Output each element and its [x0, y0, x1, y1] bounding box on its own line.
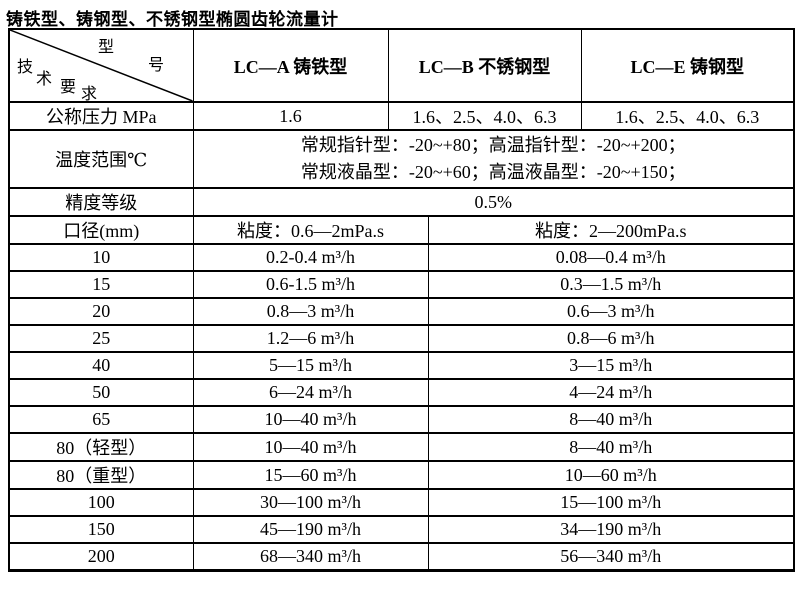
row-label-temperature: 温度范围℃ — [8, 129, 194, 189]
accuracy-row: 精度等级 0.5% — [8, 187, 795, 217]
flow-low: 15—60 m³/h — [192, 460, 429, 490]
flow-dn: 25 — [8, 324, 194, 353]
diameter-header-row: 口径(mm) 粘度：0.6—2mPa.s 粘度：2—200mPa.s — [8, 215, 795, 245]
diagonal-label-tech-char: 技 — [17, 59, 34, 76]
diagonal-label-tech-char: 术 — [36, 71, 53, 88]
flow-high: 4—24 m³/h — [427, 378, 795, 407]
flow-dn: 100 — [8, 488, 194, 517]
row-label-diameter: 口径(mm) — [8, 215, 194, 245]
flow-low: 10—40 m³/h — [192, 405, 429, 434]
flow-low: 68—340 m³/h — [192, 542, 429, 571]
column-header-lce: LC—E 铸钢型 — [580, 28, 795, 103]
flow-high: 0.08—0.4 m³/h — [427, 243, 795, 272]
flow-row: 80（重型） 15—60 m³/h 10—60 m³/h — [8, 460, 795, 490]
flow-row: 50 6—24 m³/h 4—24 m³/h — [8, 378, 795, 407]
flow-high: 8—40 m³/h — [427, 432, 795, 462]
flow-high: 34—190 m³/h — [427, 515, 795, 544]
flow-high: 0.3—1.5 m³/h — [427, 270, 795, 299]
flow-row: 150 45—190 m³/h 34—190 m³/h — [8, 515, 795, 544]
flow-dn: 80（轻型） — [8, 432, 194, 462]
flow-row: 10 0.2-0.4 m³/h 0.08—0.4 m³/h — [8, 243, 795, 272]
flow-dn: 15 — [8, 270, 194, 299]
diagonal-label-tech-char: 要 — [60, 79, 77, 96]
flow-row: 15 0.6-1.5 m³/h 0.3—1.5 m³/h — [8, 270, 795, 299]
temperature-row: 温度范围℃ 常规指针型：-20~+80；高温指针型：-20~+200； 常规液晶… — [8, 129, 795, 189]
spec-table: 型 号 技 术 要 求 LC—A 铸铁型 LC—B 不锈钢型 LC—E 铸钢型 … — [8, 28, 796, 572]
row-label-accuracy: 精度等级 — [8, 187, 194, 217]
flow-high: 56—340 m³/h — [427, 542, 795, 571]
flow-dn: 10 — [8, 243, 194, 272]
diagonal-line — [10, 30, 193, 101]
flow-dn: 50 — [8, 378, 194, 407]
flow-dn: 40 — [8, 351, 194, 380]
flow-row: 200 68—340 m³/h 56—340 m³/h — [8, 542, 795, 571]
flow-row: 20 0.8—3 m³/h 0.6—3 m³/h — [8, 297, 795, 326]
flow-dn: 80（重型） — [8, 460, 194, 490]
flow-row: 40 5—15 m³/h 3—15 m³/h — [8, 351, 795, 380]
flow-row: 25 1.2—6 m³/h 0.8—6 m³/h — [8, 324, 795, 353]
flow-dn: 20 — [8, 297, 194, 326]
flow-dn: 200 — [8, 542, 194, 571]
temperature-line-lcd: 常规液晶型：-20~+60；高温液晶型：-20~+150； — [300, 162, 686, 182]
flow-low: 0.6-1.5 m³/h — [192, 270, 429, 299]
diagonal-header-cell: 型 号 技 术 要 求 — [8, 28, 194, 103]
flow-low: 1.2—6 m³/h — [192, 324, 429, 353]
flow-low: 5—15 m³/h — [192, 351, 429, 380]
flow-high: 8—40 m³/h — [427, 405, 795, 434]
pressure-value-lca: 1.6 — [192, 101, 389, 131]
flow-high: 3—15 m³/h — [427, 351, 795, 380]
temperature-line-pointer: 常规指针型：-20~+80；高温指针型：-20~+200； — [300, 135, 686, 155]
diagonal-label-model-char: 号 — [148, 57, 165, 74]
flow-row: 65 10—40 m³/h 8—40 m³/h — [8, 405, 795, 434]
flow-row: 80（轻型） 10—40 m³/h 8—40 m³/h — [8, 432, 795, 462]
flow-high: 10—60 m³/h — [427, 460, 795, 490]
document-title: 铸铁型、铸钢型、不锈钢型椭圆齿轮流量计 — [6, 10, 339, 29]
pressure-row: 公称压力 MPa 1.6 1.6、2.5、4.0、6.3 1.6、2.5、4.0… — [8, 101, 795, 131]
flow-low: 10—40 m³/h — [192, 432, 429, 462]
temperature-values-cell: 常规指针型：-20~+80；高温指针型：-20~+200； 常规液晶型：-20~… — [192, 129, 795, 189]
accuracy-value-cell: 0.5% — [192, 187, 795, 217]
flow-high: 15—100 m³/h — [427, 488, 795, 517]
flow-high: 0.6—3 m³/h — [427, 297, 795, 326]
flow-low: 0.2-0.4 m³/h — [192, 243, 429, 272]
viscosity-high-header: 粘度：2—200mPa.s — [427, 215, 795, 245]
flow-low: 45—190 m³/h — [192, 515, 429, 544]
diagonal-label-model-char: 型 — [98, 39, 115, 56]
flow-dn: 65 — [8, 405, 194, 434]
viscosity-low-header: 粘度：0.6—2mPa.s — [192, 215, 429, 245]
flow-low: 6—24 m³/h — [192, 378, 429, 407]
flow-low: 0.8—3 m³/h — [192, 297, 429, 326]
column-header-lcb: LC—B 不锈钢型 — [387, 28, 582, 103]
flow-low: 30—100 m³/h — [192, 488, 429, 517]
diagonal-label-tech-char: 求 — [81, 86, 98, 102]
table-header-row: 型 号 技 术 要 求 LC—A 铸铁型 LC—B 不锈钢型 LC—E 铸钢型 — [8, 28, 795, 103]
flow-row: 100 30—100 m³/h 15—100 m³/h — [8, 488, 795, 517]
column-header-lca: LC—A 铸铁型 — [192, 28, 389, 103]
flow-high: 0.8—6 m³/h — [427, 324, 795, 353]
flow-dn: 150 — [8, 515, 194, 544]
pressure-value-lcb: 1.6、2.5、4.0、6.3 — [387, 101, 582, 131]
row-label-pressure: 公称压力 MPa — [8, 101, 194, 131]
pressure-value-lce: 1.6、2.5、4.0、6.3 — [580, 101, 795, 131]
